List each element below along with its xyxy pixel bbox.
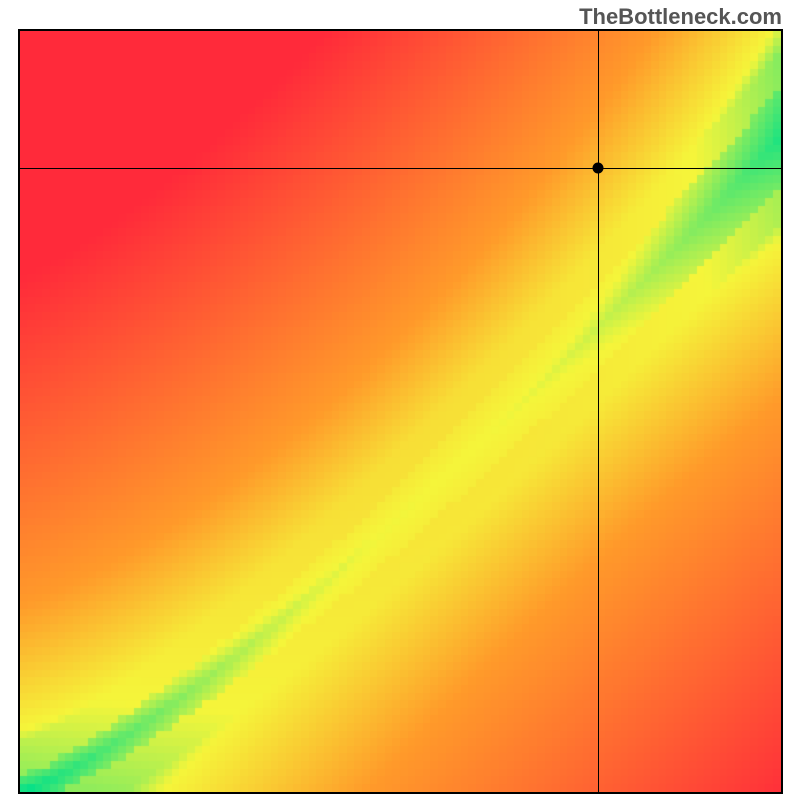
crosshair-horizontal — [20, 168, 781, 169]
watermark-text: TheBottleneck.com — [579, 4, 782, 30]
bottleneck-heatmap — [18, 29, 783, 794]
crosshair-vertical — [598, 31, 599, 792]
heatmap-canvas — [20, 31, 781, 792]
crosshair-marker — [593, 162, 604, 173]
